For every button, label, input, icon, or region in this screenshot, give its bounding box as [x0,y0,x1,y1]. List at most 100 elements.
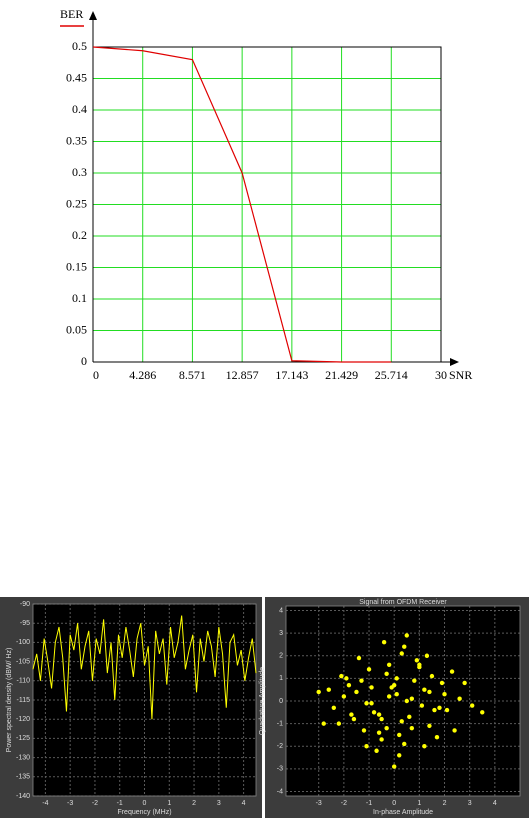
y-tick-label: -110 [17,678,31,685]
x-tick-label: 30 [435,368,447,382]
data-point [394,692,399,697]
x-tick-label: 2 [443,800,447,807]
data-point [341,694,347,699]
data-point [397,753,402,758]
data-point [376,712,382,717]
x-tick-label: 21.429 [325,368,358,382]
y-tick-label: 0.35 [66,133,87,147]
x-tick-label: 3 [217,800,221,807]
y-tick-label: 2 [279,653,283,660]
y-tick-label: -125 [16,735,30,742]
y-tick-label: 0.1 [72,291,87,305]
data-point [439,680,445,686]
y-tick-label: 0.25 [66,196,87,210]
data-point [442,692,447,697]
data-point [407,714,412,720]
y-tick-label: 4 [279,607,283,614]
y-tick-label: -95 [20,620,30,627]
y-tick-label: 0.2 [72,228,87,242]
x-tick-label: 0 [143,800,147,807]
y-axis-label: Quadrature Amplitude [259,667,266,735]
x-tick-label: -2 [341,800,347,807]
plot-frame [93,46,442,362]
data-point [331,705,337,710]
data-point [364,744,369,749]
x-tick-label: 1 [417,800,421,807]
data-point [369,685,374,690]
x-tick-label: -4 [42,800,48,807]
data-point [422,687,427,692]
y-tick-label: 1 [279,675,283,682]
y-tick-label: 0.15 [66,259,87,273]
data-point [427,689,432,695]
y-tick-label: 0.4 [72,102,87,116]
y-tick-label: -4 [277,788,283,795]
data-point [462,680,467,686]
data-point [339,673,344,679]
y-tick-label: 0.5 [72,39,87,53]
y-tick-label: -3 [277,766,283,773]
data-point [417,662,422,668]
y-tick-label: 0.05 [66,322,87,336]
data-point [409,696,415,701]
y-tick-label: -130 [16,754,30,761]
data-point [437,705,442,710]
plot-frame [32,603,257,797]
data-point [361,728,367,733]
x-axis-label: In-phase Amplitude [373,809,433,816]
data-point [422,744,427,749]
x-tick-label: 17.143 [275,368,308,382]
data-point [336,721,342,726]
data-point [366,667,372,672]
data-point [427,723,432,729]
data-point [384,725,389,731]
x-tick-label: 12.857 [226,368,259,382]
data-point [386,662,392,668]
data-point [321,721,326,726]
x-axis-label: Frequency (MHz) [117,809,171,816]
data-point [397,732,402,738]
data-point [351,716,357,722]
data-point [326,687,331,692]
y-axis-arrow [89,11,97,20]
data-point [469,703,475,708]
data-point [449,669,455,674]
data-point [381,639,387,645]
legend-label: BER [60,7,83,21]
data-point [354,689,359,695]
data-point [391,764,397,769]
data-point [452,728,457,733]
data-point [379,716,384,722]
data-point [346,682,352,688]
data-point [356,655,362,661]
data-point [412,678,417,683]
data-point [394,676,399,681]
data-point [376,730,382,735]
data-point [402,741,407,747]
data-point [409,725,415,731]
data-point [349,712,354,717]
data-point [399,651,404,656]
data-point [374,748,379,753]
x-axis-arrow [450,358,459,366]
data-point [432,707,437,713]
data-point [389,685,394,690]
data-line [92,46,392,363]
y-tick-label: 0 [279,698,283,705]
data-point [429,673,435,679]
data-point [399,719,404,724]
y-tick-label: -2 [277,743,283,750]
chart-title: Signal from OFDM Receiver [359,599,447,606]
data-point [480,710,485,715]
data-point [404,633,409,638]
data-point [457,696,462,701]
plot-frame [285,605,521,797]
data-point [364,701,369,706]
data-point [316,689,321,695]
y-tick-label: 3 [279,630,283,637]
y-tick-label: -135 [16,774,30,781]
data-point [402,644,407,649]
x-tick-label: 2 [192,800,196,807]
y-tick-label: -100 [16,639,30,646]
